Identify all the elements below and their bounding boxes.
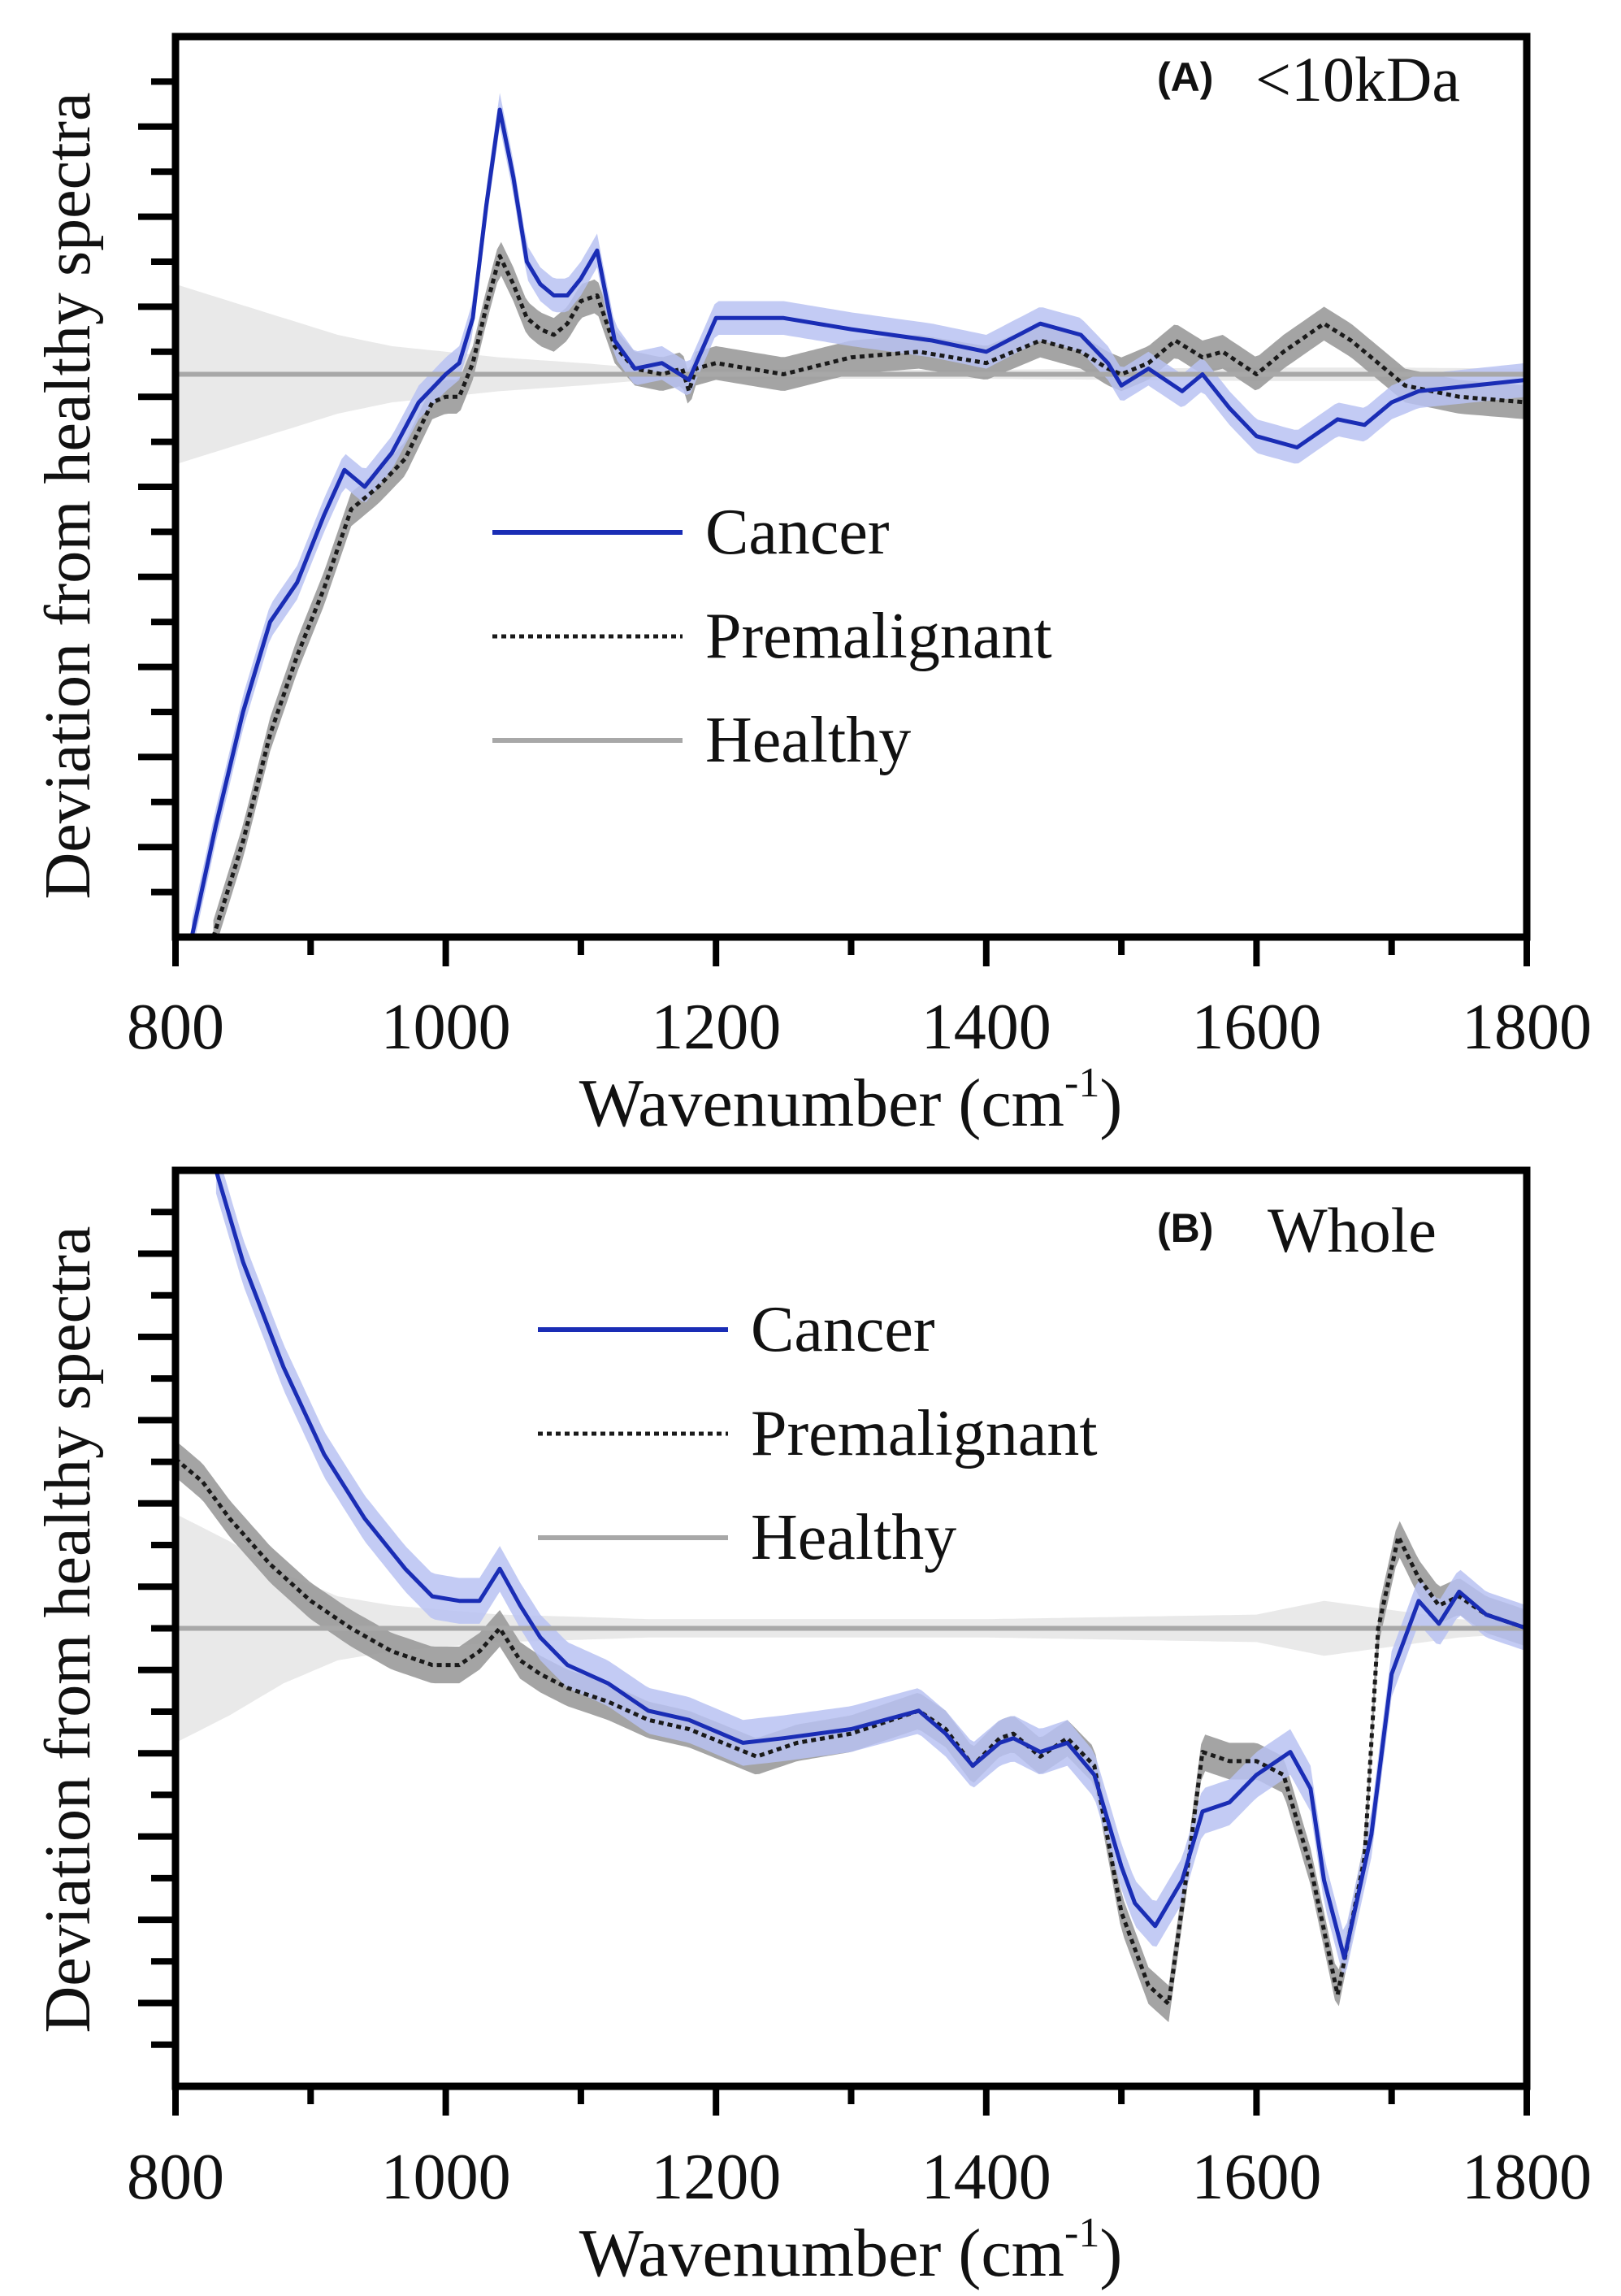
panel-a-x-axis-title-main: Wavenumber (cm bbox=[579, 1066, 1064, 1141]
legend-label-premalignant: Premalignant bbox=[751, 1398, 1098, 1469]
x-tick-label: 1200 bbox=[651, 992, 781, 1063]
x-tick-label: 1800 bbox=[1462, 992, 1592, 1063]
x-tick-label: 1400 bbox=[921, 992, 1051, 1063]
panel-b-x-axis-title: Wavenumber (cm-1) bbox=[579, 2210, 1123, 2291]
panel-b-letter: (B) bbox=[1157, 1205, 1213, 1251]
panel-b-x-axis-title-close: ) bbox=[1099, 2216, 1122, 2291]
panel-a-x-axis-title-sup: -1 bbox=[1064, 1060, 1099, 1106]
x-tick-label: 1800 bbox=[1462, 2142, 1592, 2213]
legend-label-cancer: Cancer bbox=[705, 497, 890, 568]
x-tick-label: 1200 bbox=[651, 2142, 781, 2213]
panel-b-x-ticks: 800 1000 1200 1400 1600 1800 bbox=[127, 2086, 1592, 2213]
x-tick-label: 800 bbox=[127, 992, 224, 1063]
panel-b-y-axis-title: Deviation from healthy spectra bbox=[33, 1226, 104, 2033]
panel-a-title: <10kDa bbox=[1255, 44, 1460, 115]
panel-a-letter: (A) bbox=[1157, 54, 1213, 100]
panel-a-y-ticks bbox=[138, 78, 176, 896]
x-tick-label: 1000 bbox=[381, 2142, 511, 2213]
legend-label-cancer: Cancer bbox=[751, 1294, 935, 1365]
legend-label-healthy: Healthy bbox=[705, 705, 911, 776]
legend-label-healthy: Healthy bbox=[751, 1502, 956, 1573]
panel-a-x-ticks: 800 1000 1200 1400 1600 1800 bbox=[127, 937, 1592, 1063]
panel-a-lines bbox=[176, 107, 1527, 937]
x-tick-label: 1600 bbox=[1191, 2142, 1321, 2213]
x-tick-label: 1000 bbox=[381, 992, 511, 1063]
panel-a-x-axis-title: Wavenumber (cm-1) bbox=[579, 1060, 1123, 1141]
panel-a: 800 1000 1200 1400 1600 1800 Cancer Premaligna… bbox=[33, 33, 1592, 1141]
panel-b: 800 1000 1200 1400 1600 1800 Cancer Premaligna… bbox=[33, 1166, 1592, 2291]
legend-label-premalignant: Premalignant bbox=[705, 601, 1052, 672]
x-tick-label: 1600 bbox=[1191, 992, 1321, 1063]
panel-a-legend: Cancer Premalignant Healthy bbox=[492, 497, 1052, 776]
panel-b-bands bbox=[176, 1170, 1527, 2023]
panel-b-x-axis-title-main: Wavenumber (cm bbox=[579, 2216, 1064, 2291]
premalignant-line bbox=[211, 254, 1527, 937]
panel-a-y-axis-title: Deviation from healthy spectra bbox=[33, 93, 104, 900]
panel-b-title: Whole bbox=[1268, 1195, 1437, 1265]
x-tick-label: 1400 bbox=[921, 2142, 1051, 2213]
panel-b-legend: Cancer Premalignant Healthy bbox=[538, 1294, 1098, 1573]
panel-b-lines bbox=[176, 1170, 1527, 2007]
cancer-line bbox=[189, 107, 1527, 937]
panel-b-y-ticks bbox=[138, 1209, 176, 2048]
panel-a-x-axis-title-close: ) bbox=[1099, 1066, 1122, 1141]
cancer-line bbox=[214, 1170, 1527, 1960]
x-tick-label: 800 bbox=[127, 2142, 224, 2213]
panel-b-x-axis-title-sup: -1 bbox=[1064, 2210, 1099, 2256]
